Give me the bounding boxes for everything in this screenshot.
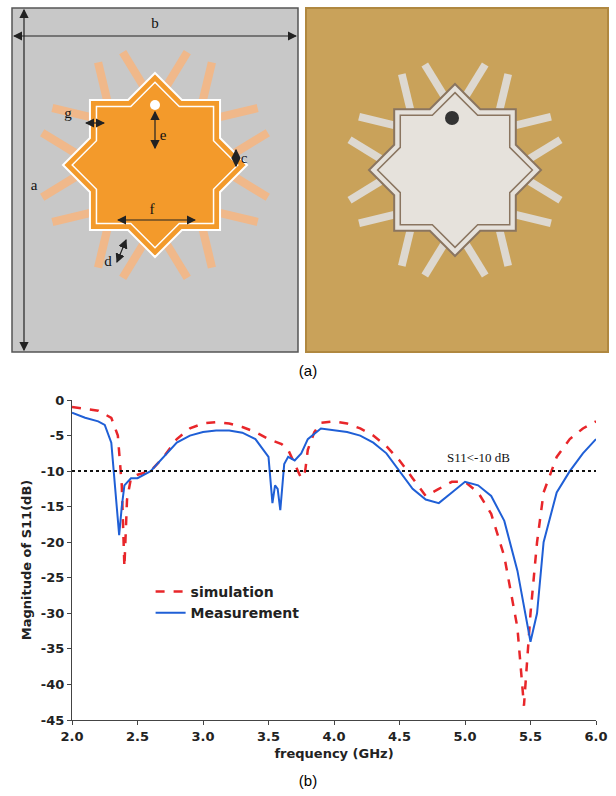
svg-text:-40: -40 (41, 677, 65, 692)
svg-text:(a): (a) (299, 362, 317, 379)
svg-text:-20: -20 (41, 535, 65, 550)
svg-text:-10: -10 (41, 464, 65, 479)
svg-text:3.0: 3.0 (191, 729, 214, 744)
svg-text:a: a (31, 177, 38, 193)
svg-text:4.0: 4.0 (322, 729, 345, 744)
svg-text:-5: -5 (50, 428, 64, 443)
svg-text:frequency (GHz): frequency (GHz) (274, 746, 393, 761)
svg-text:-30: -30 (41, 606, 65, 621)
svg-text:0: 0 (55, 393, 64, 408)
svg-text:simulation: simulation (191, 584, 274, 600)
html-text:(b): (b) (298, 772, 318, 789)
svg-text:Magnitude of S11(dB): Magnitude of S11(dB) (19, 480, 34, 641)
svg-text:f: f (150, 201, 155, 217)
svg-text:d: d (104, 253, 112, 269)
svg-text:-15: -15 (41, 499, 65, 514)
svg-text:Measurement: Measurement (191, 605, 300, 621)
svg-text:S11<-10 dB: S11<-10 dB (447, 450, 510, 465)
svg-text:-45: -45 (41, 713, 65, 728)
svg-text:-35: -35 (41, 641, 65, 656)
svg-text:2.0: 2.0 (60, 729, 83, 744)
svg-text:5.5: 5.5 (519, 729, 542, 744)
svg-text:3.5: 3.5 (257, 729, 280, 744)
svg-text:g: g (64, 105, 72, 121)
svg-text:c: c (241, 150, 248, 166)
svg-text:5.0: 5.0 (453, 729, 476, 744)
svg-text:6.0: 6.0 (584, 729, 607, 744)
svg-text:b: b (151, 15, 159, 31)
svg-text:e: e (160, 127, 167, 143)
svg-text:2.5: 2.5 (126, 729, 149, 744)
svg-text:-25: -25 (41, 570, 65, 585)
svg-text:4.5: 4.5 (388, 729, 411, 744)
